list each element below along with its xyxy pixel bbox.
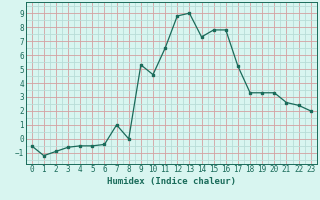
X-axis label: Humidex (Indice chaleur): Humidex (Indice chaleur) <box>107 177 236 186</box>
